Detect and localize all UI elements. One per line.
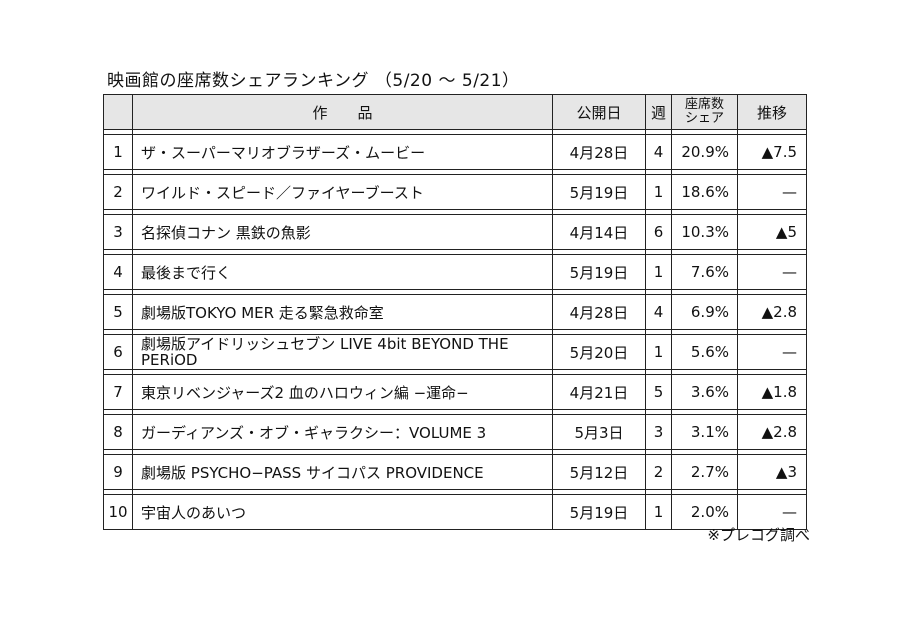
week-cell: 5 [645,374,672,410]
rank-cell: 4 [103,254,133,290]
trend-cell: ▲3 [737,454,807,490]
week-cell: 4 [645,294,672,330]
trend-cell: — [737,174,807,210]
trend-cell: ▲1.8 [737,374,807,410]
share-cell: 20.9% [671,134,738,170]
release-cell: 4月28日 [552,134,646,170]
header-title: 作 品 [132,94,553,130]
table-row: 6 劇場版アイドリッシュセブン LIVE 4bit BEYOND THE PER… [103,334,807,370]
share-cell: 6.9% [671,294,738,330]
page-title: 映画館の座席数シェアランキング （5/20 〜 5/21） [107,71,520,91]
source-note: ※プレコグ調べ [707,526,810,544]
week-cell: 1 [645,334,672,370]
share-cell: 18.6% [671,174,738,210]
header-week: 週 [645,94,672,130]
share-cell: 2.7% [671,454,738,490]
rank-cell: 9 [103,454,133,490]
rank-cell: 7 [103,374,133,410]
trend-cell: ▲7.5 [737,134,807,170]
week-cell: 6 [645,214,672,250]
header-share: 座席数 シェア [671,94,738,130]
trend-cell: — [737,254,807,290]
table-row: 10 宇宙人のあいつ 5月19日 1 2.0% — [103,494,807,530]
share-cell: 2.0% [671,494,738,530]
trend-cell: ▲2.8 [737,294,807,330]
title-cell: 最後まで行く [132,254,553,290]
rank-cell: 8 [103,414,133,450]
table-row: 2 ワイルド・スピード／ファイヤーブースト 5月19日 1 18.6% — [103,174,807,210]
share-cell: 7.6% [671,254,738,290]
rank-cell: 3 [103,214,133,250]
week-cell: 2 [645,454,672,490]
release-cell: 4月21日 [552,374,646,410]
week-cell: 4 [645,134,672,170]
share-cell: 3.1% [671,414,738,450]
trend-cell: ▲2.8 [737,414,807,450]
table-row: 3 名探偵コナン 黒鉄の魚影 4月14日 6 10.3% ▲5 [103,214,807,250]
week-cell: 1 [645,174,672,210]
share-cell: 3.6% [671,374,738,410]
share-cell: 5.6% [671,334,738,370]
rank-cell: 2 [103,174,133,210]
title-cell: 劇場版アイドリッシュセブン LIVE 4bit BEYOND THE PERiO… [132,334,553,370]
title-cell: 劇場版TOKYO MER 走る緊急救命室 [132,294,553,330]
trend-cell: ▲5 [737,214,807,250]
table-row: 1 ザ・スーパーマリオブラザーズ・ムービー 4月28日 4 20.9% ▲7.5 [103,134,807,170]
header-rank [103,94,133,130]
share-cell: 10.3% [671,214,738,250]
title-cell: 劇場版 PSYCHO−PASS サイコパス PROVIDENCE [132,454,553,490]
release-cell: 5月19日 [552,254,646,290]
release-cell: 5月20日 [552,334,646,370]
header-trend: 推移 [737,94,807,130]
header-share-line2: シェア [684,111,724,126]
table-row: 8 ガーディアンズ・オブ・ギャラクシー：VOLUME 3 5月3日 3 3.1%… [103,414,807,450]
title-cell: 宇宙人のあいつ [132,494,553,530]
ranking-table: 作 品 公開日 週 座席数 シェア 推移 1 ザ・スーパーマリオブラザーズ・ムービ… [103,94,807,530]
table-row: 7 東京リベンジャーズ2 血のハロウィン編 −運命− 4月21日 5 3.6% … [103,374,807,410]
trend-cell: — [737,494,807,530]
title-cell: 東京リベンジャーズ2 血のハロウィン編 −運命− [132,374,553,410]
table-row: 5 劇場版TOKYO MER 走る緊急救命室 4月28日 4 6.9% ▲2.8 [103,294,807,330]
release-cell: 4月28日 [552,294,646,330]
week-cell: 1 [645,254,672,290]
release-cell: 5月12日 [552,454,646,490]
header-share-line1: 座席数 [684,97,724,112]
rank-cell: 10 [103,494,133,530]
release-cell: 5月3日 [552,414,646,450]
table-row: 9 劇場版 PSYCHO−PASS サイコパス PROVIDENCE 5月12日… [103,454,807,490]
release-cell: 4月14日 [552,214,646,250]
title-cell: ザ・スーパーマリオブラザーズ・ムービー [132,134,553,170]
rank-cell: 5 [103,294,133,330]
week-cell: 3 [645,414,672,450]
rank-cell: 1 [103,134,133,170]
header-release: 公開日 [552,94,646,130]
title-cell: ガーディアンズ・オブ・ギャラクシー：VOLUME 3 [132,414,553,450]
title-cell: ワイルド・スピード／ファイヤーブースト [132,174,553,210]
rank-cell: 6 [103,334,133,370]
table-header-row: 作 品 公開日 週 座席数 シェア 推移 [103,94,807,130]
release-cell: 5月19日 [552,174,646,210]
table-row: 4 最後まで行く 5月19日 1 7.6% — [103,254,807,290]
trend-cell: — [737,334,807,370]
title-cell: 名探偵コナン 黒鉄の魚影 [132,214,553,250]
week-cell: 1 [645,494,672,530]
release-cell: 5月19日 [552,494,646,530]
